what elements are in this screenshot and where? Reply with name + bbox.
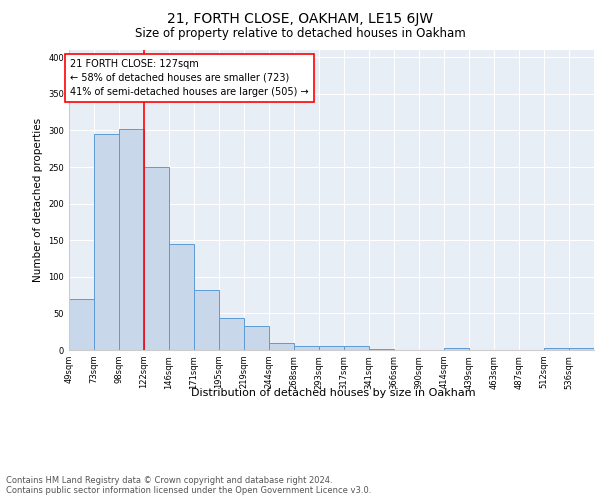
Bar — [319, 346, 344, 350]
Bar — [369, 348, 394, 350]
Bar — [344, 346, 369, 350]
Bar — [144, 167, 169, 350]
Bar — [94, 134, 119, 350]
Bar — [169, 244, 194, 350]
Bar — [444, 348, 469, 350]
Bar — [544, 348, 569, 350]
Text: Distribution of detached houses by size in Oakham: Distribution of detached houses by size … — [191, 388, 475, 398]
Bar — [294, 346, 319, 350]
Bar — [194, 290, 219, 350]
Bar — [269, 344, 294, 350]
Bar — [119, 129, 144, 350]
Bar — [244, 326, 269, 350]
Bar — [219, 318, 244, 350]
Bar — [569, 348, 594, 350]
Text: Contains HM Land Registry data © Crown copyright and database right 2024.
Contai: Contains HM Land Registry data © Crown c… — [6, 476, 371, 495]
Text: Size of property relative to detached houses in Oakham: Size of property relative to detached ho… — [134, 28, 466, 40]
Bar — [69, 299, 94, 350]
Text: 21 FORTH CLOSE: 127sqm
← 58% of detached houses are smaller (723)
41% of semi-de: 21 FORTH CLOSE: 127sqm ← 58% of detached… — [70, 59, 308, 97]
Y-axis label: Number of detached properties: Number of detached properties — [33, 118, 43, 282]
Text: 21, FORTH CLOSE, OAKHAM, LE15 6JW: 21, FORTH CLOSE, OAKHAM, LE15 6JW — [167, 12, 433, 26]
